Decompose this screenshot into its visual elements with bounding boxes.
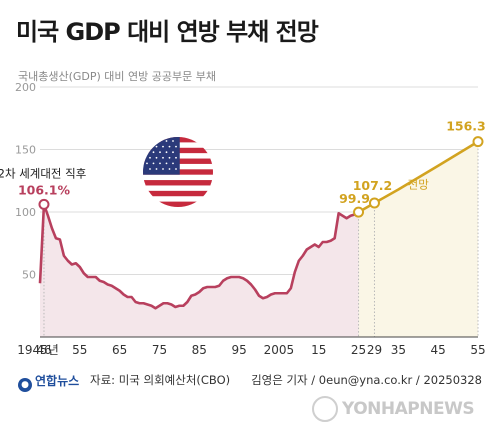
series-area-1	[358, 141, 478, 337]
x-tick-label: 75	[152, 343, 167, 357]
series-line-0	[38, 203, 360, 310]
logo-icon: ●	[18, 378, 32, 392]
x-tick-label: 25	[351, 343, 366, 357]
source-text: 자료: 미국 의회예산처(CBO)	[90, 373, 231, 387]
data-label: 106.1%	[18, 182, 71, 197]
us-flag-icon	[143, 137, 213, 207]
x-tick-label: 55	[470, 343, 485, 357]
watermark-logo-icon	[312, 396, 338, 422]
x-tick-label: 85	[192, 343, 207, 357]
x-tick-label: 55	[72, 343, 87, 357]
data-point-marker	[368, 197, 380, 209]
x-tick-label: 95	[231, 343, 246, 357]
x-tick-label: 29	[367, 343, 382, 357]
x-tick-label: 45	[431, 343, 446, 357]
data-point-marker	[472, 136, 484, 148]
footer: ● 연합뉴스 자료: 미국 의회예산처(CBO) 김영은 기자 / 0eun@yn…	[18, 372, 488, 392]
y-tick-label: 50	[22, 269, 36, 282]
watermark: YONHAPNEWS	[312, 396, 492, 426]
series-area-0	[40, 204, 359, 337]
x-tick-label: 35	[391, 343, 406, 357]
annotation-note: 2차 세계대전 직후	[0, 166, 86, 180]
y-tick-label: 150	[15, 144, 36, 157]
watermark-text: YONHAPNEWS	[342, 399, 475, 419]
data-label: 99.9	[339, 191, 370, 206]
chart-subtitle: 국내총생산(GDP) 대비 연방 공공부문 부채	[18, 70, 216, 83]
y-tick-label: 200	[15, 81, 36, 94]
x-tick-label: 2005	[264, 343, 295, 357]
forecast-label: 전망	[408, 178, 430, 192]
x-tick-label: 1945년	[17, 343, 59, 357]
x-tick-label: 46	[36, 343, 51, 357]
data-label: 107.2	[353, 178, 393, 193]
x-tick-label: 65	[112, 343, 127, 357]
credit-text: 김영은 기자 / 0eun@yna.co.kr / 20250328	[251, 373, 482, 387]
data-point-marker	[353, 206, 365, 218]
x-tick-label: 15	[311, 343, 326, 357]
page-title: 미국 GDP 대비 연방 부채 전망	[16, 18, 319, 46]
yonhap-logo: ● 연합뉴스	[18, 372, 79, 392]
data-point-marker	[38, 198, 50, 210]
y-tick-label: 100	[15, 206, 36, 219]
series-line-1	[357, 140, 479, 214]
logo-text: 연합뉴스	[35, 374, 80, 388]
data-label: 156.3	[446, 119, 486, 134]
